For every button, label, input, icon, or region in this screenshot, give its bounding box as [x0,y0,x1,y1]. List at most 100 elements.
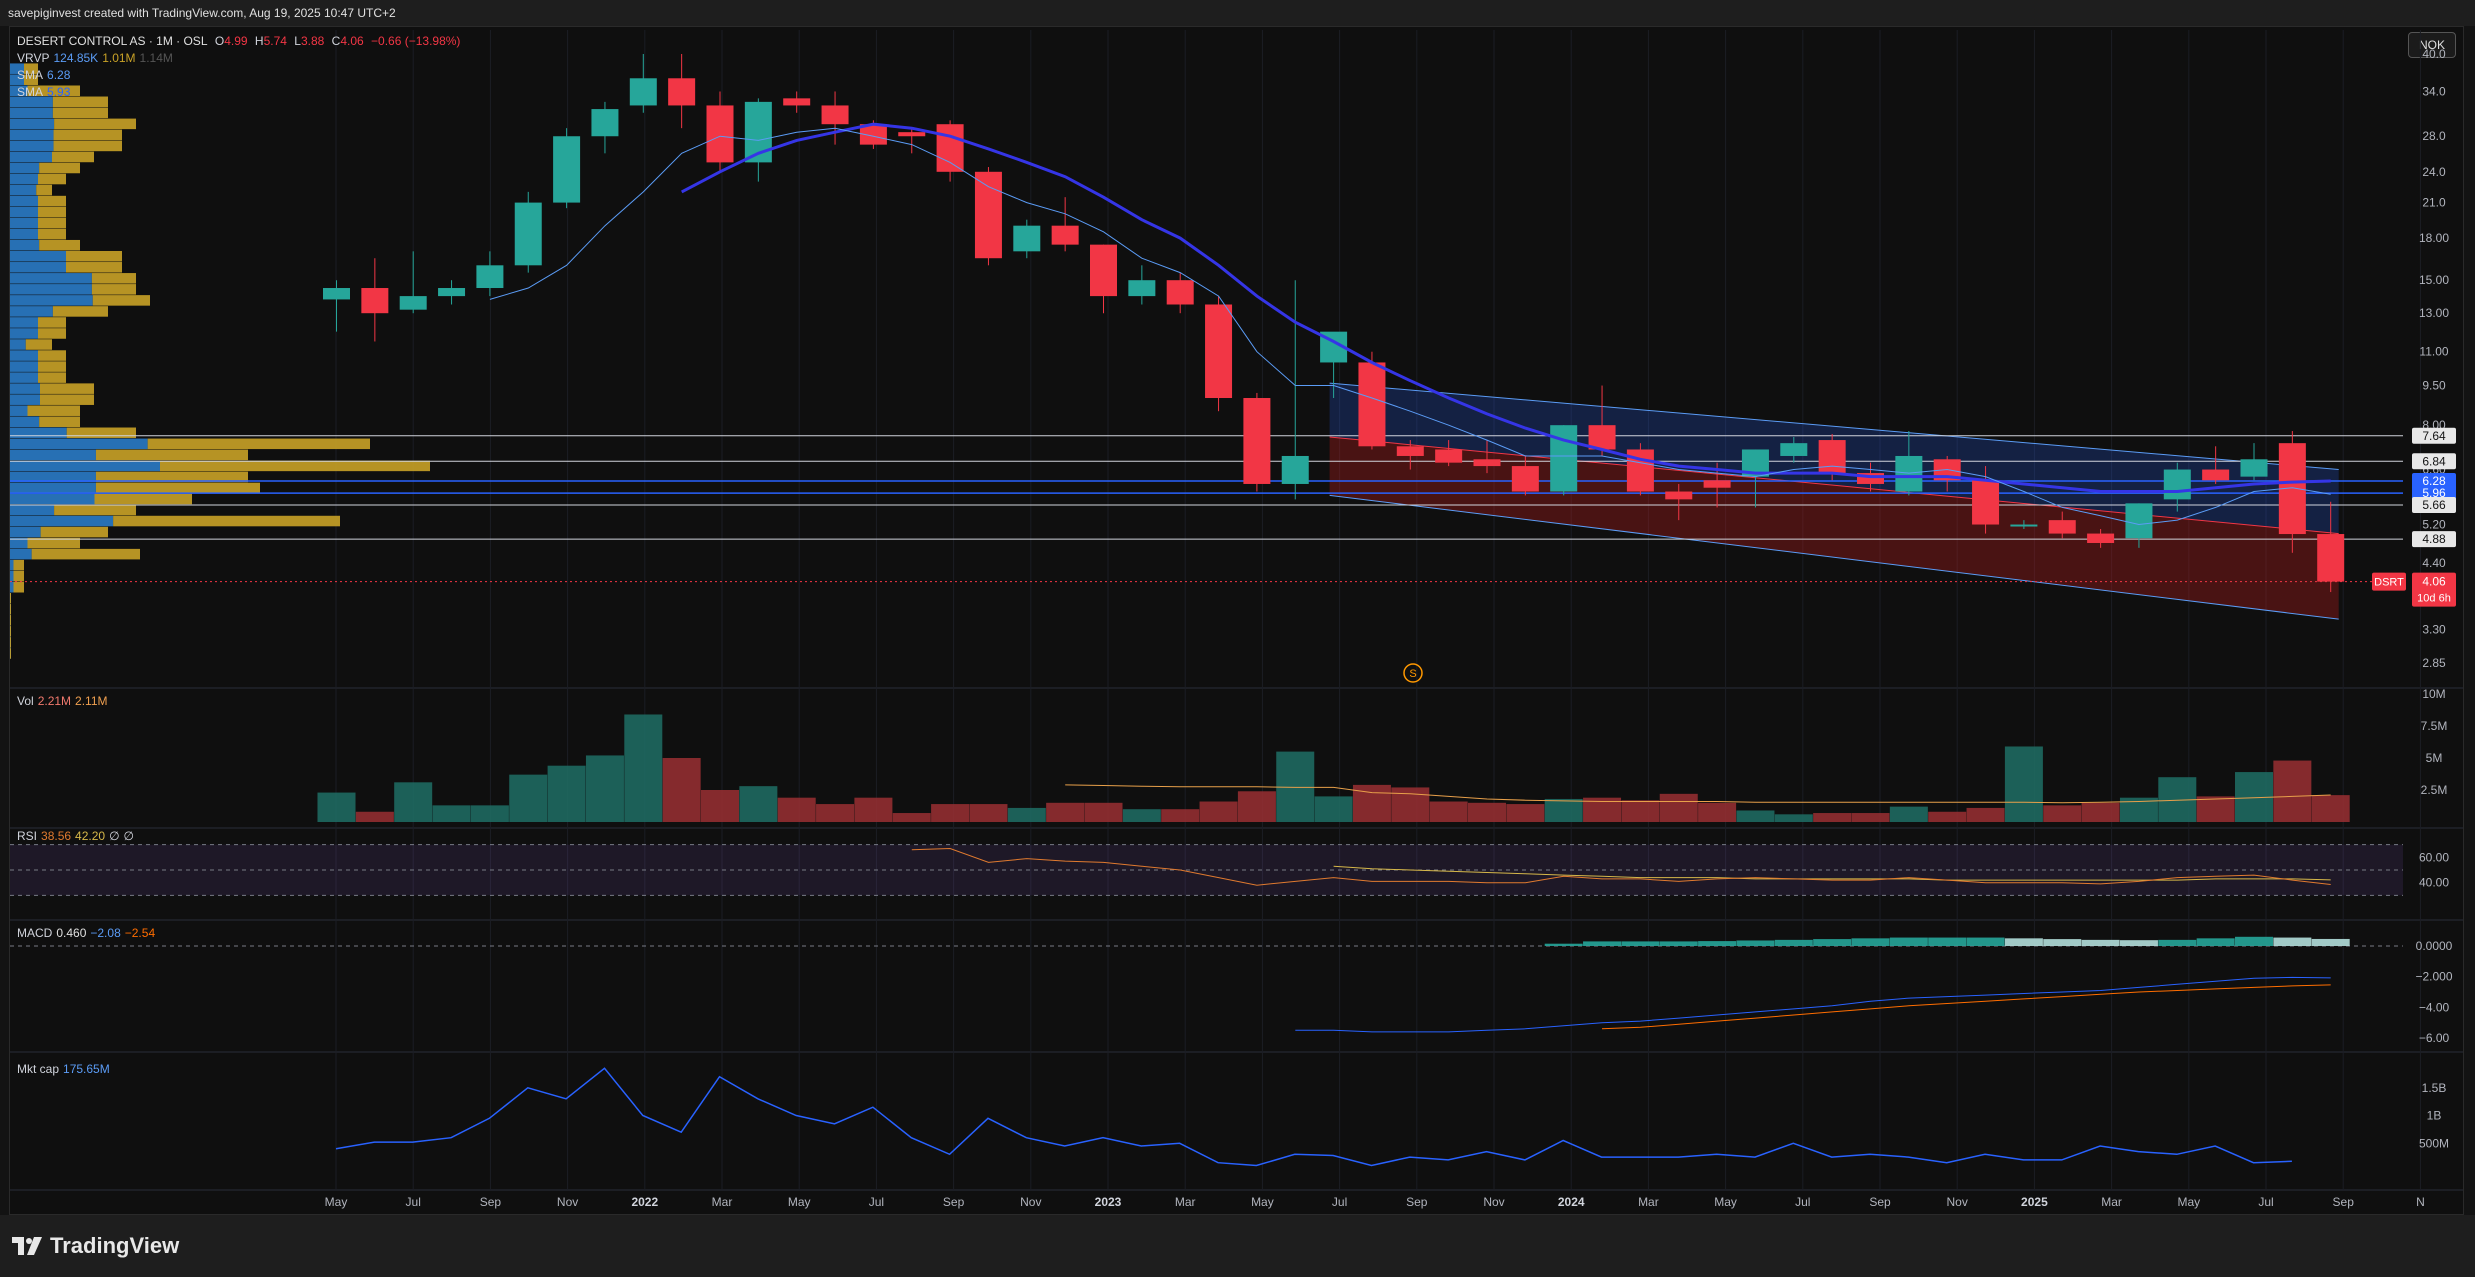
time-axis-tick: Jul [406,1195,421,1209]
countdown-label: 10d 6h [2417,593,2451,605]
vrvp-bar-down [39,239,80,251]
vrvp-bar-up [10,250,66,262]
price-level-tag-label: 6.28 [2422,474,2446,488]
channel-lower-fill [1329,437,2339,620]
vrvp-bar-up [10,162,40,174]
time-axis-tick: Nov [1483,1195,1504,1209]
symbol-tag-label: DSRT [2374,577,2404,589]
vrvp-bar-down [160,460,430,472]
macd-histogram-bar [1544,943,1583,946]
time-axis-tick: May [325,1195,348,1209]
candle-body [936,124,964,172]
price-level-tag [2412,453,2456,470]
price-axis-tick: 4.40 [2422,556,2446,570]
mktcap-axis-tick: 500M [2419,1136,2449,1150]
volume-bar [969,804,1008,822]
rsi-axis-tick: 60.00 [2419,850,2449,864]
candle-body [553,136,581,203]
vrvp-bar-down [66,262,122,273]
volume-bar [394,782,433,822]
vrvp-bar-up [10,449,96,461]
vrvp-bar-down [92,295,150,306]
low-label: L [294,34,301,48]
volume-bar [2081,802,2120,822]
candle-body [1435,449,1463,463]
time-axis-tick: Jul [2258,1195,2273,1209]
vrvp-bar-down [38,206,66,218]
price-axis-tick: 3.30 [2422,622,2446,636]
vrvp-bar-up [10,515,114,527]
rsi-value-3: ∅ [109,829,120,843]
price-level-tag-label: 7.64 [2422,429,2446,443]
volume-legend: Vol 2.21M 2.11M [17,693,112,710]
vrvp-bar-up [10,328,38,339]
rsi-label: RSI [17,829,38,843]
vrvp-bar-down [24,63,38,74]
sma1-value: 6.28 [47,68,71,82]
vrvp-bar-down [66,427,136,439]
time-axis-tick: 2025 [2021,1195,2048,1209]
header-text: savepiginvest created with TradingView.c… [0,0,2475,26]
open-value: 4.99 [224,34,248,48]
volume-bar [1506,804,1545,822]
volume-bar [1468,802,1506,822]
vrvp-label: VRVP [17,51,50,65]
time-axis-tick: May [2177,1195,2200,1209]
vrvp-bar-down [54,118,136,130]
vrvp-bar-up [10,471,96,483]
macd-axis-tick: 0.0000 [2416,939,2453,953]
time-axis-tick: 2024 [1558,1195,1585,1209]
candle-body [399,296,427,310]
macd-axis-tick: −6.00 [2419,1031,2450,1045]
time-axis-tick: May [788,1195,811,1209]
vrvp-value-1: 124.85K [53,51,99,65]
vrvp-bar-up [10,460,160,472]
macd-signal-line [1601,984,2331,1030]
volume-bar [816,804,855,822]
candle-body [361,288,389,314]
vrvp-bar-down [36,184,52,196]
volume-bar [2043,805,2082,822]
vrvp-bar-down [10,604,11,615]
price-axis-tick: 11.00 [2419,345,2448,359]
vrvp-bar-down [52,306,108,317]
candle-body [1780,443,1808,456]
candle-body [1703,480,1731,488]
volume-bar [854,797,893,822]
vrvp-bar-down [27,405,80,416]
candle-body [2240,459,2268,477]
last-price-tag-value: 4.06 [2422,575,2446,589]
vrvp-bar-up [10,537,28,549]
candle-body [514,202,542,266]
vrvp-bar-up [10,206,38,218]
vrvp-bar-up [10,548,32,560]
tradingview-brand[interactable]: TradingView [12,1233,179,1259]
symbol-label: DESERT CONTROL AS · 1M · OSL [17,34,208,48]
vrvp-bar-down [10,626,11,637]
tradingview-logo-icon [12,1237,42,1255]
vrvp-bar-down [40,383,94,394]
candle-body [1396,446,1424,456]
mktcap-line [335,1067,2292,1167]
vrvp-bar-up [10,427,67,439]
price-level-tag-label: 5.66 [2422,498,2446,512]
candle-body [706,105,734,163]
vrvp-bar-down [40,394,94,405]
high-value: 5.74 [263,34,287,48]
vrvp-bar-down [38,173,66,185]
candle-body [1128,280,1156,297]
volume-bar [662,758,701,822]
candle-body [2163,469,2191,500]
currency-button[interactable]: NOK [2408,32,2456,58]
macd-axis-tick: −4.00 [2419,1000,2450,1014]
vrvp-bar-up [10,118,55,130]
vrvp-bar-down [13,559,24,571]
vrvp-bar-down [27,537,80,549]
volume-bar [1122,809,1161,822]
candle-body [1281,455,1309,484]
volume-bar [470,805,509,822]
vrvp-bar-up [10,129,54,141]
candle-body [1358,362,1386,447]
candle-body [1857,473,1884,484]
